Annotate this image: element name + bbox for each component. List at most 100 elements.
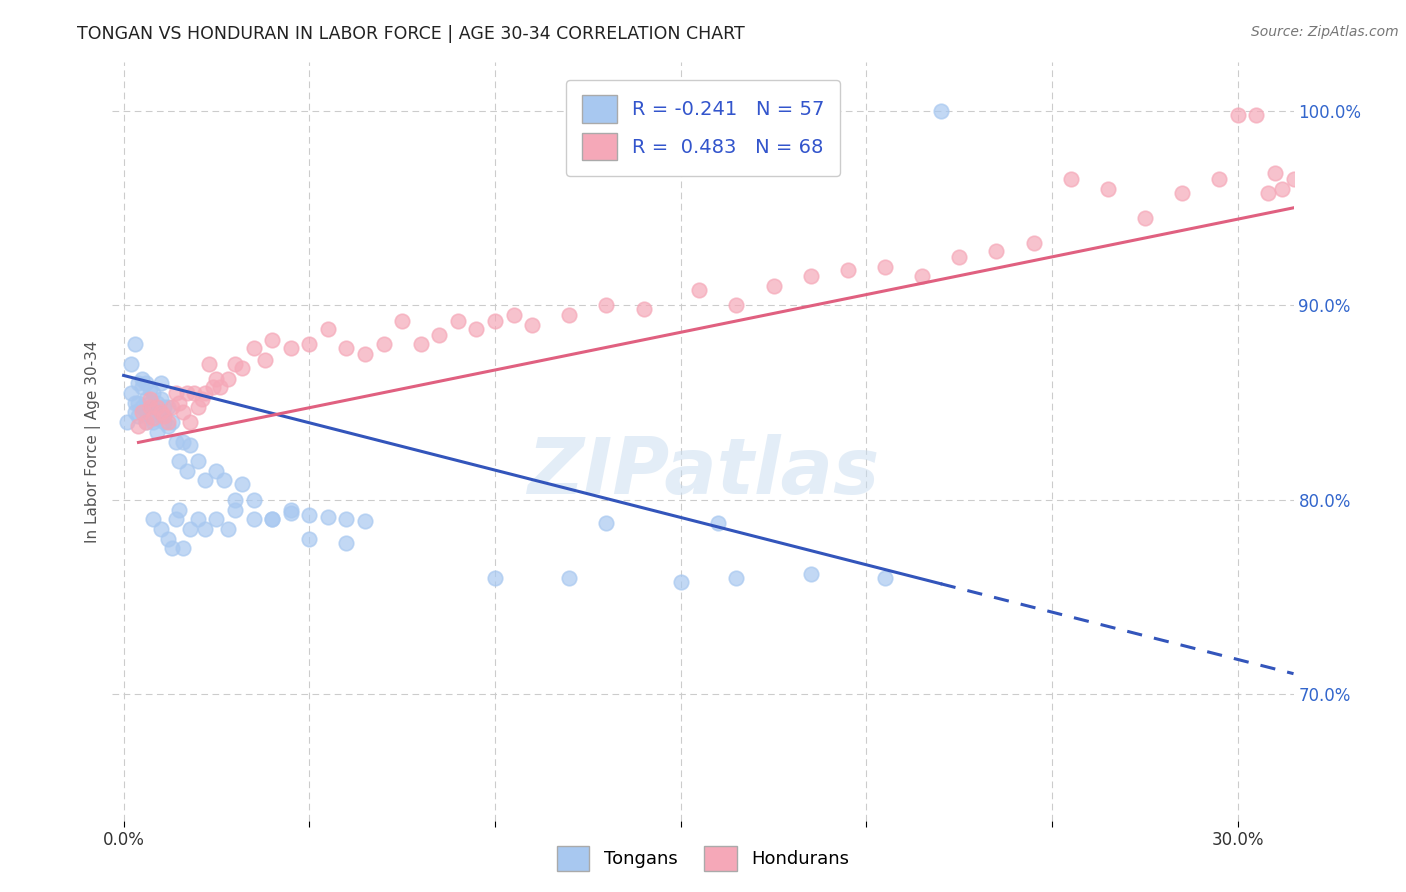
Point xyxy=(131,400,153,414)
Point xyxy=(124,405,146,419)
Point xyxy=(142,400,165,414)
Point xyxy=(335,512,357,526)
Point xyxy=(1022,236,1045,251)
Point xyxy=(316,510,339,524)
Point xyxy=(298,508,321,523)
Point xyxy=(165,512,187,526)
Point xyxy=(520,318,543,332)
Point xyxy=(183,386,205,401)
Point xyxy=(335,341,357,355)
Point xyxy=(280,507,302,521)
Text: Source: ZipAtlas.com: Source: ZipAtlas.com xyxy=(1251,25,1399,39)
Point xyxy=(707,516,730,531)
Point xyxy=(911,269,934,284)
Point xyxy=(373,337,395,351)
Point xyxy=(316,322,339,336)
Point xyxy=(194,474,217,488)
Y-axis label: In Labor Force | Age 30-34: In Labor Force | Age 30-34 xyxy=(86,340,101,543)
Point xyxy=(298,532,321,546)
Point xyxy=(688,283,710,297)
Point xyxy=(1133,211,1156,225)
Point xyxy=(354,514,377,528)
Point xyxy=(205,464,228,478)
Point xyxy=(142,386,165,401)
Point xyxy=(127,376,149,391)
Point xyxy=(165,434,187,449)
Point xyxy=(124,337,146,351)
Point xyxy=(194,522,217,536)
Point xyxy=(146,425,169,439)
Point xyxy=(231,477,253,491)
Point xyxy=(157,532,180,546)
Point xyxy=(135,376,157,391)
Point xyxy=(120,357,142,371)
Point xyxy=(131,380,153,394)
Point xyxy=(201,380,224,394)
Point xyxy=(153,409,176,424)
Legend: Tongans, Hondurans: Tongans, Hondurans xyxy=(550,838,856,879)
Point xyxy=(633,302,655,317)
Point xyxy=(135,392,157,406)
Point xyxy=(187,400,209,414)
Point xyxy=(212,474,235,488)
Point xyxy=(157,415,180,429)
Point xyxy=(172,434,194,449)
Point xyxy=(280,502,302,516)
Point xyxy=(929,103,952,118)
Point xyxy=(146,400,169,414)
Point xyxy=(169,395,191,409)
Point xyxy=(484,571,506,585)
Point xyxy=(873,260,896,274)
Point xyxy=(1246,108,1268,122)
Point xyxy=(179,438,201,452)
Point xyxy=(160,541,183,556)
Point xyxy=(217,522,239,536)
Text: TONGAN VS HONDURAN IN LABOR FORCE | AGE 30-34 CORRELATION CHART: TONGAN VS HONDURAN IN LABOR FORCE | AGE … xyxy=(77,25,745,43)
Point xyxy=(157,400,180,414)
Point xyxy=(131,372,153,386)
Point xyxy=(187,454,209,468)
Point xyxy=(1171,186,1194,200)
Point xyxy=(153,415,176,429)
Point xyxy=(669,574,692,589)
Point xyxy=(800,269,823,284)
Point xyxy=(157,419,180,434)
Point xyxy=(190,392,212,406)
Point xyxy=(142,415,165,429)
Point xyxy=(198,357,221,371)
Point xyxy=(242,512,264,526)
Point xyxy=(280,341,302,355)
Point xyxy=(138,392,160,406)
Point xyxy=(242,492,264,507)
Point xyxy=(1226,108,1249,122)
Point xyxy=(447,314,470,328)
Point xyxy=(127,395,149,409)
Point xyxy=(138,409,160,424)
Point xyxy=(1208,172,1230,186)
Point xyxy=(160,415,183,429)
Point xyxy=(169,454,191,468)
Point xyxy=(1097,182,1119,196)
Point xyxy=(224,492,246,507)
Point xyxy=(153,400,176,414)
Point xyxy=(135,415,157,429)
Point xyxy=(391,314,413,328)
Point xyxy=(335,535,357,549)
Point xyxy=(194,386,217,401)
Point xyxy=(117,415,139,429)
Point xyxy=(224,502,246,516)
Point xyxy=(986,244,1008,258)
Point xyxy=(142,411,165,425)
Point xyxy=(725,571,748,585)
Point xyxy=(298,337,321,351)
Point xyxy=(242,341,264,355)
Point xyxy=(837,263,859,277)
Point xyxy=(427,327,450,342)
Point xyxy=(558,571,581,585)
Point xyxy=(253,352,276,367)
Point xyxy=(127,409,149,424)
Point xyxy=(1271,182,1294,196)
Point xyxy=(135,405,157,419)
Point xyxy=(205,512,228,526)
Point xyxy=(262,512,284,526)
